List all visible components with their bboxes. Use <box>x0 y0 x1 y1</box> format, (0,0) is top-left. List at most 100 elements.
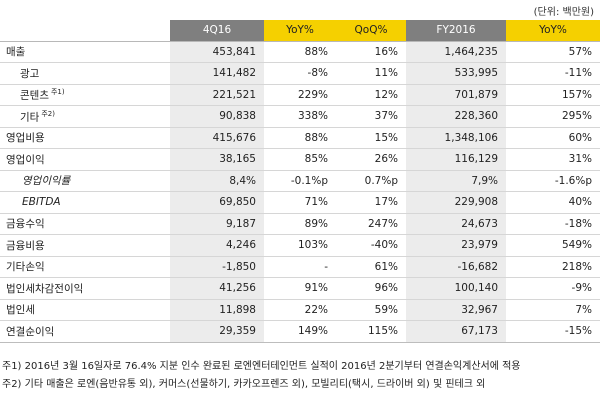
cell-yoy-fy: 57% <box>568 45 592 58</box>
cell-yoy-fy: 295% <box>561 110 592 123</box>
row-net-income: 연결순이익 29,359 149% 115% 67,173 -15% <box>0 320 600 342</box>
cell-yoy-q: 85% <box>304 153 328 166</box>
header-blank <box>0 20 170 41</box>
cell-yoy-fy: -9% <box>571 282 592 295</box>
cell-yoy-q: 88% <box>304 131 328 144</box>
cell-4q16: 29,359 <box>170 320 264 342</box>
cell-qoq: 37% <box>374 110 398 123</box>
cell-qoq: 11% <box>374 67 398 80</box>
footnote-2: 주2) 기타 매출은 로엔(음반유통 외), 커머스(선물하기, 카카오프렌즈 … <box>2 379 486 390</box>
cell-fy2016: 24,673 <box>406 213 506 235</box>
cell-4q16: 38,165 <box>170 148 264 170</box>
cell-fy2016: 701,879 <box>406 84 506 106</box>
row-income-tax: 법인세 11,898 22% 59% 32,967 7% <box>0 299 600 321</box>
row-label: 영업비용 <box>6 132 45 145</box>
row-label: 광고 <box>20 67 40 80</box>
row-other-income: 기타손익 -1,850 - 61% -16,682 218% <box>0 256 600 278</box>
cell-fy2016: 7,9% <box>406 170 506 192</box>
header-4q16: 4Q16 <box>170 20 264 41</box>
cell-yoy-q: -8% <box>307 67 328 80</box>
cell-yoy-q: 91% <box>304 282 328 295</box>
header-yoy-q: YoY% <box>264 20 336 41</box>
cell-4q16: 69,850 <box>170 191 264 213</box>
cell-yoy-q: 103% <box>297 239 328 252</box>
cell-yoy-q: 71% <box>304 196 328 209</box>
cell-qoq: 15% <box>374 131 398 144</box>
row-operating-margin: 영업이익률 8,4% -0.1%p 0.7%p 7,9% -1.6%p <box>0 170 600 192</box>
row-label: 연결순이익 <box>6 325 55 338</box>
row-operating-expenses: 영업비용 415,676 88% 15% 1,348,106 60% <box>0 127 600 149</box>
row-content: 콘텐츠 주1) 221,521 229% 12% 701,879 157% <box>0 84 600 106</box>
footnote-marker: 주1) <box>50 88 65 96</box>
row-label: 콘텐츠 주1) <box>20 88 65 102</box>
footnote-marker: 주2) <box>41 109 55 118</box>
cell-yoy-fy: 60% <box>568 131 592 144</box>
row-revenue: 매출 453,841 88% 16% 1,464,235 57% <box>0 41 600 63</box>
row-label: 금융비용 <box>6 239 45 252</box>
financial-table: 4Q16 YoY% QoQ% FY2016 YoY% 매출 453,841 88… <box>0 20 600 343</box>
cell-yoy-q: 88% <box>304 45 328 58</box>
cell-yoy-fy: -18% <box>564 217 592 230</box>
cell-yoy-fy: 7% <box>575 303 592 316</box>
cell-fy2016: 228,360 <box>406 105 506 127</box>
cell-fy2016: 32,967 <box>406 299 506 321</box>
row-operating-income: 영업이익 38,165 85% 26% 116,129 31% <box>0 148 600 170</box>
cell-4q16: 8,4% <box>170 170 264 192</box>
row-label: 법인세 <box>6 304 35 317</box>
row-label: EBITDA <box>22 196 61 209</box>
cell-yoy-q: -0.1%p <box>290 174 328 187</box>
cell-4q16: -1,850 <box>170 256 264 278</box>
cell-4q16: 90,838 <box>170 105 264 127</box>
cell-yoy-fy: 157% <box>561 88 592 101</box>
row-label: 영업이익 <box>6 153 45 166</box>
cell-fy2016: 533,995 <box>406 62 506 84</box>
cell-4q16: 141,482 <box>170 62 264 84</box>
row-pretax-income: 법인세차감전이익 41,256 91% 96% 100,140 -9% <box>0 277 600 299</box>
cell-qoq: 247% <box>367 217 398 230</box>
cell-4q16: 221,521 <box>170 84 264 106</box>
cell-yoy-fy: 40% <box>568 196 592 209</box>
header-qoq: QoQ% <box>336 20 406 41</box>
cell-qoq: 12% <box>374 88 398 101</box>
cell-qoq: 16% <box>374 45 398 58</box>
cell-fy2016: 1,464,235 <box>406 41 506 63</box>
cell-fy2016: 67,173 <box>406 320 506 342</box>
cell-yoy-q: 22% <box>304 303 328 316</box>
cell-yoy-q: 149% <box>297 325 328 338</box>
cell-qoq: -40% <box>370 239 398 252</box>
row-financial-income: 금융수익 9,187 89% 247% 24,673 -18% <box>0 213 600 235</box>
cell-qoq: 61% <box>374 260 398 273</box>
cell-yoy-q: 89% <box>304 217 328 230</box>
row-financial-expenses: 금융비용 4,246 103% -40% 23,979 549% <box>0 234 600 256</box>
cell-4q16: 453,841 <box>170 41 264 63</box>
footnotes: 주1) 2016년 3월 16일자로 76.4% 지분 인수 완료된 로엔엔터테… <box>2 358 521 394</box>
cell-fy2016: 100,140 <box>406 277 506 299</box>
header-yoy-fy: YoY% <box>506 20 600 41</box>
row-label: 기타손익 <box>6 261 45 274</box>
cell-4q16: 4,246 <box>170 234 264 256</box>
cell-yoy-fy: 549% <box>561 239 592 252</box>
cell-qoq: 96% <box>374 282 398 295</box>
row-advertising: 광고 141,482 -8% 11% 533,995 -11% <box>0 62 600 84</box>
cell-fy2016: 116,129 <box>406 148 506 170</box>
header-row: 4Q16 YoY% QoQ% FY2016 YoY% <box>0 20 600 41</box>
cell-yoy-q: - <box>324 260 328 273</box>
cell-qoq: 26% <box>374 153 398 166</box>
row-label: 영업이익률 <box>22 175 71 188</box>
cell-4q16: 415,676 <box>170 127 264 149</box>
cell-yoy-fy: -15% <box>564 325 592 338</box>
cell-yoy-q: 229% <box>297 88 328 101</box>
cell-yoy-fy: 31% <box>568 153 592 166</box>
cell-fy2016: 229,908 <box>406 191 506 213</box>
header-fy2016: FY2016 <box>406 20 506 41</box>
cell-4q16: 41,256 <box>170 277 264 299</box>
cell-fy2016: 1,348,106 <box>406 127 506 149</box>
footnote-1: 주1) 2016년 3월 16일자로 76.4% 지분 인수 완료된 로엔엔터테… <box>2 361 521 372</box>
cell-yoy-fy: -11% <box>564 67 592 80</box>
cell-qoq: 17% <box>374 196 398 209</box>
row-other: 기타 주2) 90,838 338% 37% 228,360 295% <box>0 105 600 127</box>
cell-qoq: 0.7%p <box>364 174 398 187</box>
row-label: 기타 주2) <box>20 109 55 124</box>
cell-qoq: 59% <box>374 303 398 316</box>
cell-yoy-fy: 218% <box>561 260 592 273</box>
